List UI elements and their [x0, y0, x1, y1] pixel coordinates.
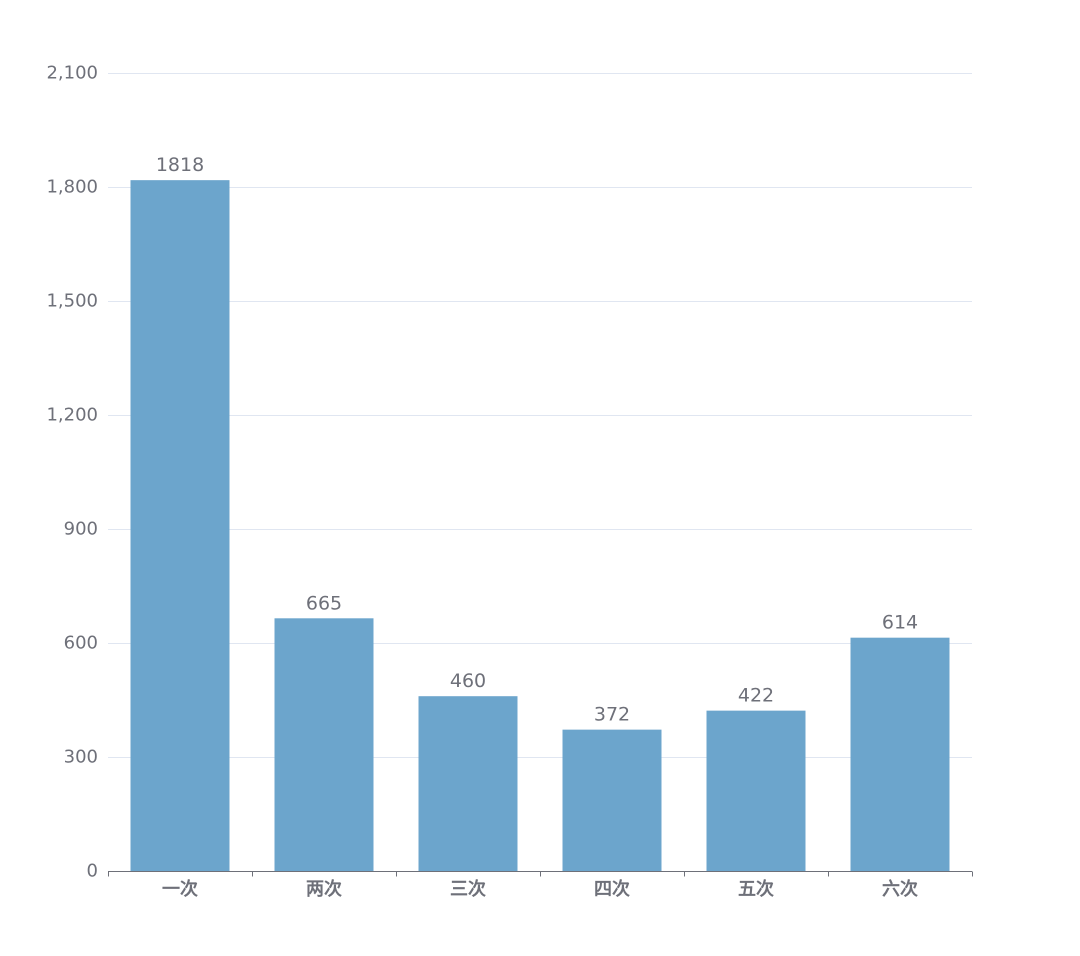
- data-label-5: 422: [738, 685, 774, 707]
- grid-lines: [108, 73, 972, 758]
- data-label-2: 665: [306, 592, 342, 614]
- y-tick-label-300: 300: [64, 747, 98, 768]
- x-tick-label-3: 三次: [450, 878, 486, 900]
- x-axis: 一次 两次 三次 四次 五次 六次: [108, 871, 973, 900]
- y-tick-label-1200: 1,200: [46, 405, 98, 426]
- bar-1: [130, 180, 230, 871]
- data-label-6: 614: [882, 612, 918, 634]
- y-axis-labels: 0 300 600 900 1,200 1,500 1,800 2,100: [46, 63, 98, 882]
- x-tick-label-6: 六次: [882, 878, 918, 900]
- y-tick-label-2100: 2,100: [46, 63, 98, 84]
- x-tick-label-4: 四次: [594, 878, 630, 900]
- data-label-4: 372: [594, 704, 630, 726]
- bar-4: [562, 729, 662, 871]
- bar-5: [706, 710, 806, 871]
- y-tick-label-1500: 1,500: [46, 291, 98, 312]
- x-tick-label-5: 五次: [738, 878, 774, 900]
- x-tick-label-2: 两次: [306, 878, 342, 900]
- data-label-1: 1818: [156, 154, 204, 176]
- data-label-3: 460: [450, 670, 486, 692]
- y-tick-label-900: 900: [64, 519, 98, 540]
- bar-2: [274, 618, 374, 871]
- bar-3: [418, 696, 518, 871]
- bar-6: [850, 637, 950, 871]
- data-labels: 1818 665 460 372 422 614: [156, 154, 918, 725]
- bars: [130, 180, 950, 871]
- y-tick-label-1800: 1,800: [46, 177, 98, 198]
- x-tick-label-1: 一次: [162, 878, 198, 900]
- y-tick-label-0: 0: [87, 861, 98, 882]
- y-tick-label-600: 600: [64, 633, 98, 654]
